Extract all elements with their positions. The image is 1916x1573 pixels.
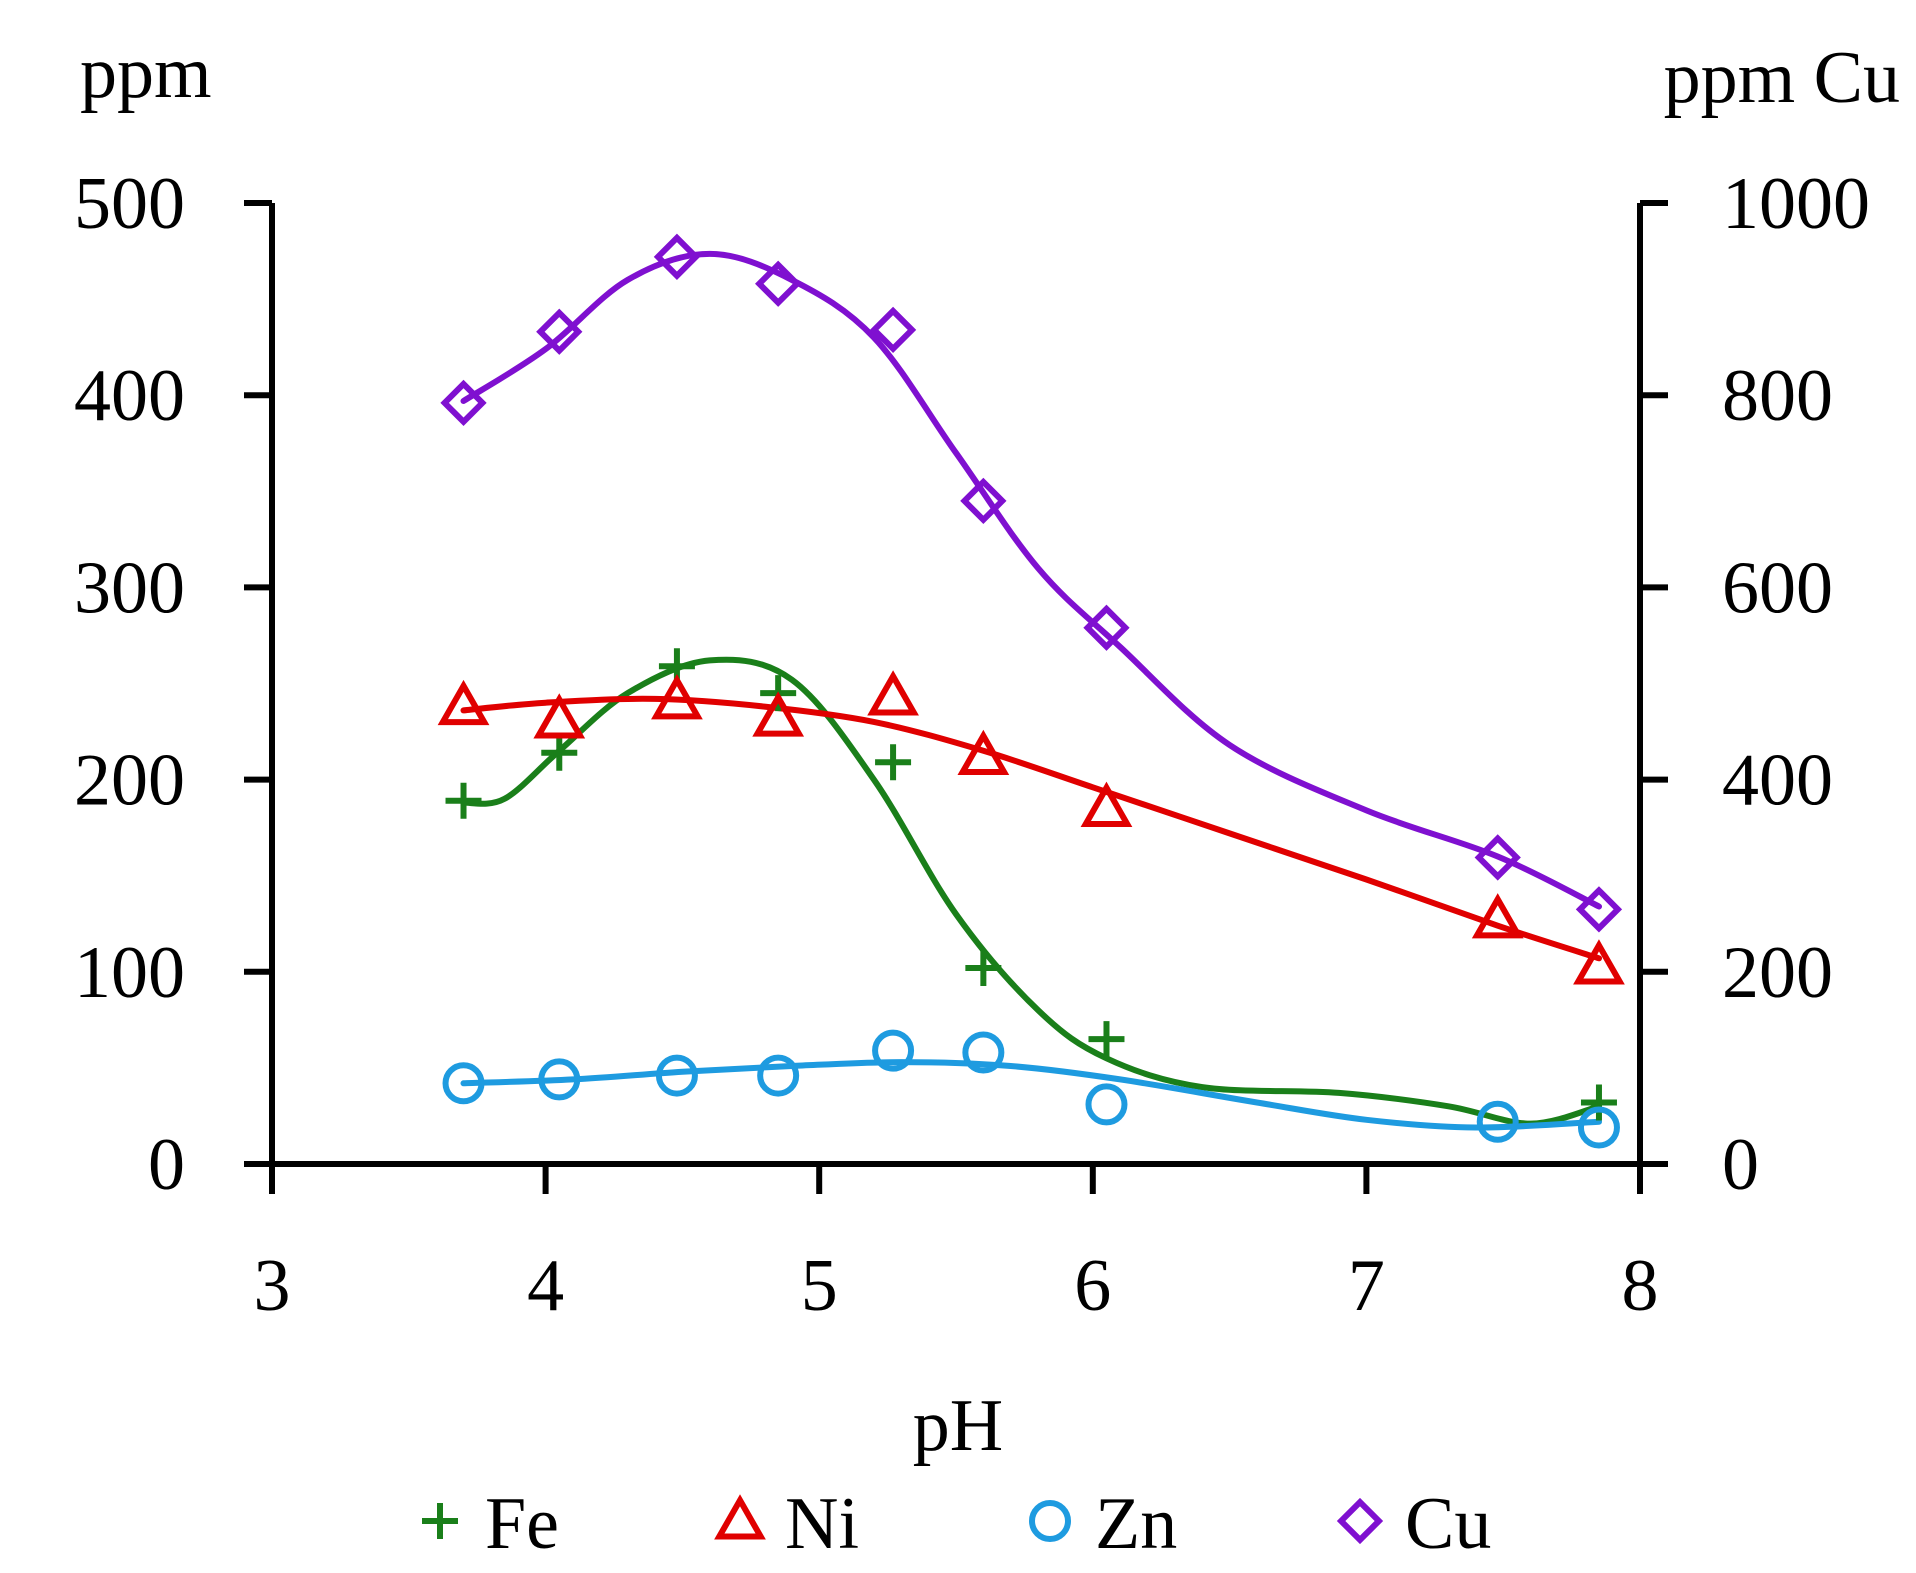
ni-data-point <box>437 679 490 726</box>
cu-data-point <box>1474 834 1521 881</box>
y-right-tick-label: 600 <box>1722 547 1833 629</box>
fe-fit-curve <box>460 656 1602 1127</box>
y-right-tick-label: 400 <box>1722 740 1833 822</box>
x-tick-label: 8 <box>1622 1245 1659 1327</box>
zn-data-point <box>1476 1100 1519 1143</box>
zn-data-point <box>1577 1106 1620 1149</box>
ni-data-point <box>867 670 919 716</box>
legend-fe-marker <box>422 1503 458 1539</box>
legend-cu-marker <box>1336 1497 1384 1545</box>
y-right-tick-label: 800 <box>1722 355 1833 437</box>
cu-fit-curve <box>460 250 1602 910</box>
cu-data-point <box>1575 886 1623 933</box>
zn-data-point <box>1085 1083 1128 1126</box>
legend-ni-label: Ni <box>785 1483 859 1565</box>
x-tick-label: 5 <box>801 1245 838 1327</box>
x-tick-label: 7 <box>1348 1245 1385 1327</box>
zn-data-point <box>442 1062 485 1105</box>
axes: 0 100 200 300 400 500 0 200 400 600 800 1000 3 4 5 6 7 8 <box>74 163 1870 1327</box>
ni-data-point <box>1471 893 1524 939</box>
y-left-tick-label: 200 <box>74 740 185 822</box>
ni-data-point <box>752 691 805 737</box>
x-axis-title: pH <box>913 1385 1003 1467</box>
y-right-tick-label: 1000 <box>1722 163 1870 245</box>
cu-data-point <box>536 308 583 355</box>
y-left-tick-label: 300 <box>74 547 185 629</box>
y-right-tick-label: 0 <box>1722 1124 1759 1206</box>
y-left-tick-label: 0 <box>148 1124 185 1206</box>
fe-data-point <box>875 744 912 781</box>
legend-zn-marker <box>1029 1500 1071 1542</box>
y-right-tick-label: 200 <box>1722 932 1833 1014</box>
ni-data-point <box>1573 939 1625 985</box>
legend-ni-marker <box>714 1494 766 1540</box>
data-markers <box>437 233 1625 1149</box>
ni-fit-curve <box>460 695 1602 962</box>
legend-zn-label: Zn <box>1095 1483 1177 1565</box>
cu-data-point <box>653 233 701 280</box>
x-tick-label: 3 <box>254 1245 291 1327</box>
cu-data-point <box>755 260 802 307</box>
ni-data-point <box>533 693 586 739</box>
zn-data-point <box>757 1054 800 1097</box>
cu-data-point <box>1083 604 1130 651</box>
cu-data-point <box>869 306 917 353</box>
y-left-tick-label: 100 <box>74 932 185 1014</box>
zn-data-point <box>538 1058 581 1101</box>
cu-data-point <box>960 477 1007 525</box>
zn-data-point <box>655 1054 698 1097</box>
zn-data-point <box>872 1029 915 1072</box>
legend-cu-label: Cu <box>1405 1483 1491 1565</box>
ni-data-point <box>1080 781 1133 827</box>
zn-fit-curve <box>460 1059 1602 1131</box>
y-left-axis-title: ppm <box>80 32 212 114</box>
legend-fe-label: Fe <box>485 1483 559 1565</box>
y-left-tick-label: 500 <box>74 163 185 245</box>
x-tick-label: 6 <box>1074 1245 1111 1327</box>
fe-data-point <box>1088 1021 1125 1058</box>
fe-data-point <box>445 782 482 819</box>
fe-data-point <box>541 734 578 771</box>
ni-data-point <box>651 674 703 720</box>
y-right-axis-title: ppm Cu <box>1664 37 1900 119</box>
fe-data-point <box>965 949 1002 986</box>
ni-data-point <box>957 729 1010 776</box>
fit-curves <box>460 250 1602 1131</box>
legend: Fe Ni Zn Cu <box>422 1483 1491 1565</box>
cu-data-point <box>440 379 487 427</box>
x-tick-label: 4 <box>527 1245 564 1327</box>
y-left-tick-label: 400 <box>74 355 185 437</box>
fe-data-point <box>1580 1084 1617 1121</box>
zn-data-point <box>962 1031 1005 1074</box>
